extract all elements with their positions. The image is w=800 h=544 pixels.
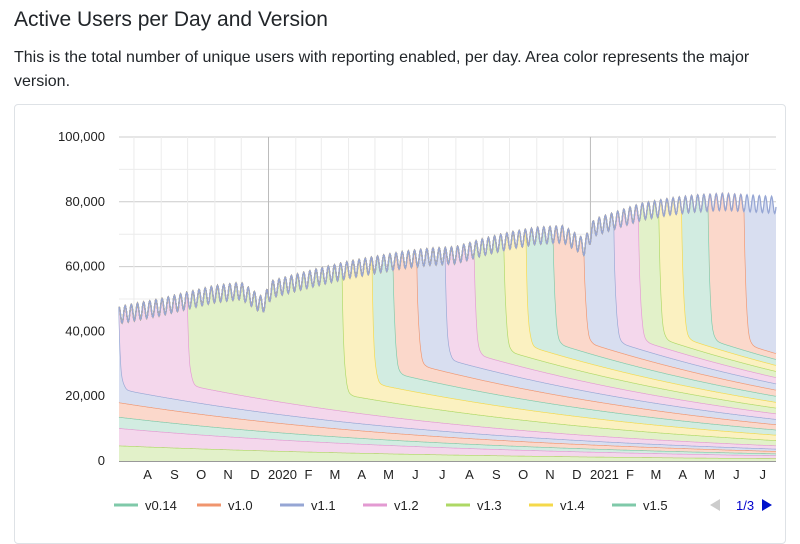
legend-page-indicator: 1/3 [736, 498, 754, 513]
area-v1-2 [119, 242, 776, 420]
legend-label: v1.3 [477, 498, 502, 513]
x-tick-label: F [626, 467, 634, 482]
legend-next-page-icon[interactable] [762, 499, 772, 511]
area-v1-3 [119, 263, 776, 446]
legend-label: v1.0 [228, 498, 253, 513]
y-tick-label: 40,000 [65, 323, 105, 338]
x-tick-label: N [545, 467, 554, 482]
x-tick-label: D [572, 467, 581, 482]
y-tick-label: 100,000 [58, 129, 105, 144]
area-v1-1 [119, 213, 776, 390]
x-tick-label: J [439, 467, 446, 482]
x-tick-label: O [518, 467, 528, 482]
legend-label: v1.5 [643, 498, 668, 513]
x-tick-label: J [412, 467, 419, 482]
area-v0-14 [119, 416, 776, 456]
legend-label: v1.2 [394, 498, 419, 513]
x-tick-label: M [329, 467, 340, 482]
page-title: Active Users per Day and Version [14, 8, 328, 31]
x-tick-label: J [760, 467, 767, 482]
x-tick-label: M [704, 467, 715, 482]
legend-label: v1.4 [560, 498, 585, 513]
area-v1-2 [119, 428, 776, 459]
x-tick-label: A [678, 467, 687, 482]
area-v1-0 [119, 402, 776, 454]
x-tick-label: N [223, 467, 232, 482]
x-tick-label: 2021 [590, 467, 619, 482]
area-v1-2 [119, 292, 776, 449]
area-v1-5 [119, 226, 776, 402]
x-tick-label: A [465, 467, 474, 482]
x-tick-label: A [357, 467, 366, 482]
x-tick-label: A [143, 467, 152, 482]
x-tick-label: S [492, 467, 501, 482]
area-v1-0 [119, 193, 776, 360]
x-tick-label: O [196, 467, 206, 482]
legend: v0.14 v1.0 v1.1 v1.2 v1.3 v1.4 v1.5 1/3 [114, 498, 772, 513]
legend-label: v0.14 [145, 498, 177, 513]
line-v1-1 [118, 192, 777, 325]
x-tick-label: S [170, 467, 179, 482]
area-v1-4 [119, 257, 776, 441]
x-tick-label: 2020 [268, 467, 297, 482]
x-tick-label: F [305, 467, 313, 482]
y-tick-label: 20,000 [65, 388, 105, 403]
x-tick-label: M [383, 467, 394, 482]
y-tick-label: 60,000 [65, 259, 105, 274]
x-tick-label: D [250, 467, 259, 482]
axes: 0 20,000 40,000 60,000 80,000 100,000 A S O N D 202… [58, 129, 766, 482]
active-users-chart: 0 20,000 40,000 60,000 80,000 100,000 A S O N D 202… [58, 129, 777, 513]
x-tick-label: M [651, 467, 662, 482]
y-tick-label: 80,000 [65, 194, 105, 209]
area-v1-2 [119, 205, 776, 384]
legend-prev-page-icon[interactable] [710, 499, 720, 511]
area-v1-0 [119, 225, 776, 396]
legend-label: v1.1 [311, 498, 336, 513]
chart-description: This is the total number of unique users… [14, 49, 750, 90]
area-v1-3 [119, 200, 776, 378]
plot-area [118, 192, 777, 461]
x-tick-label: J [733, 467, 740, 482]
y-tick-label: 0 [98, 453, 105, 468]
